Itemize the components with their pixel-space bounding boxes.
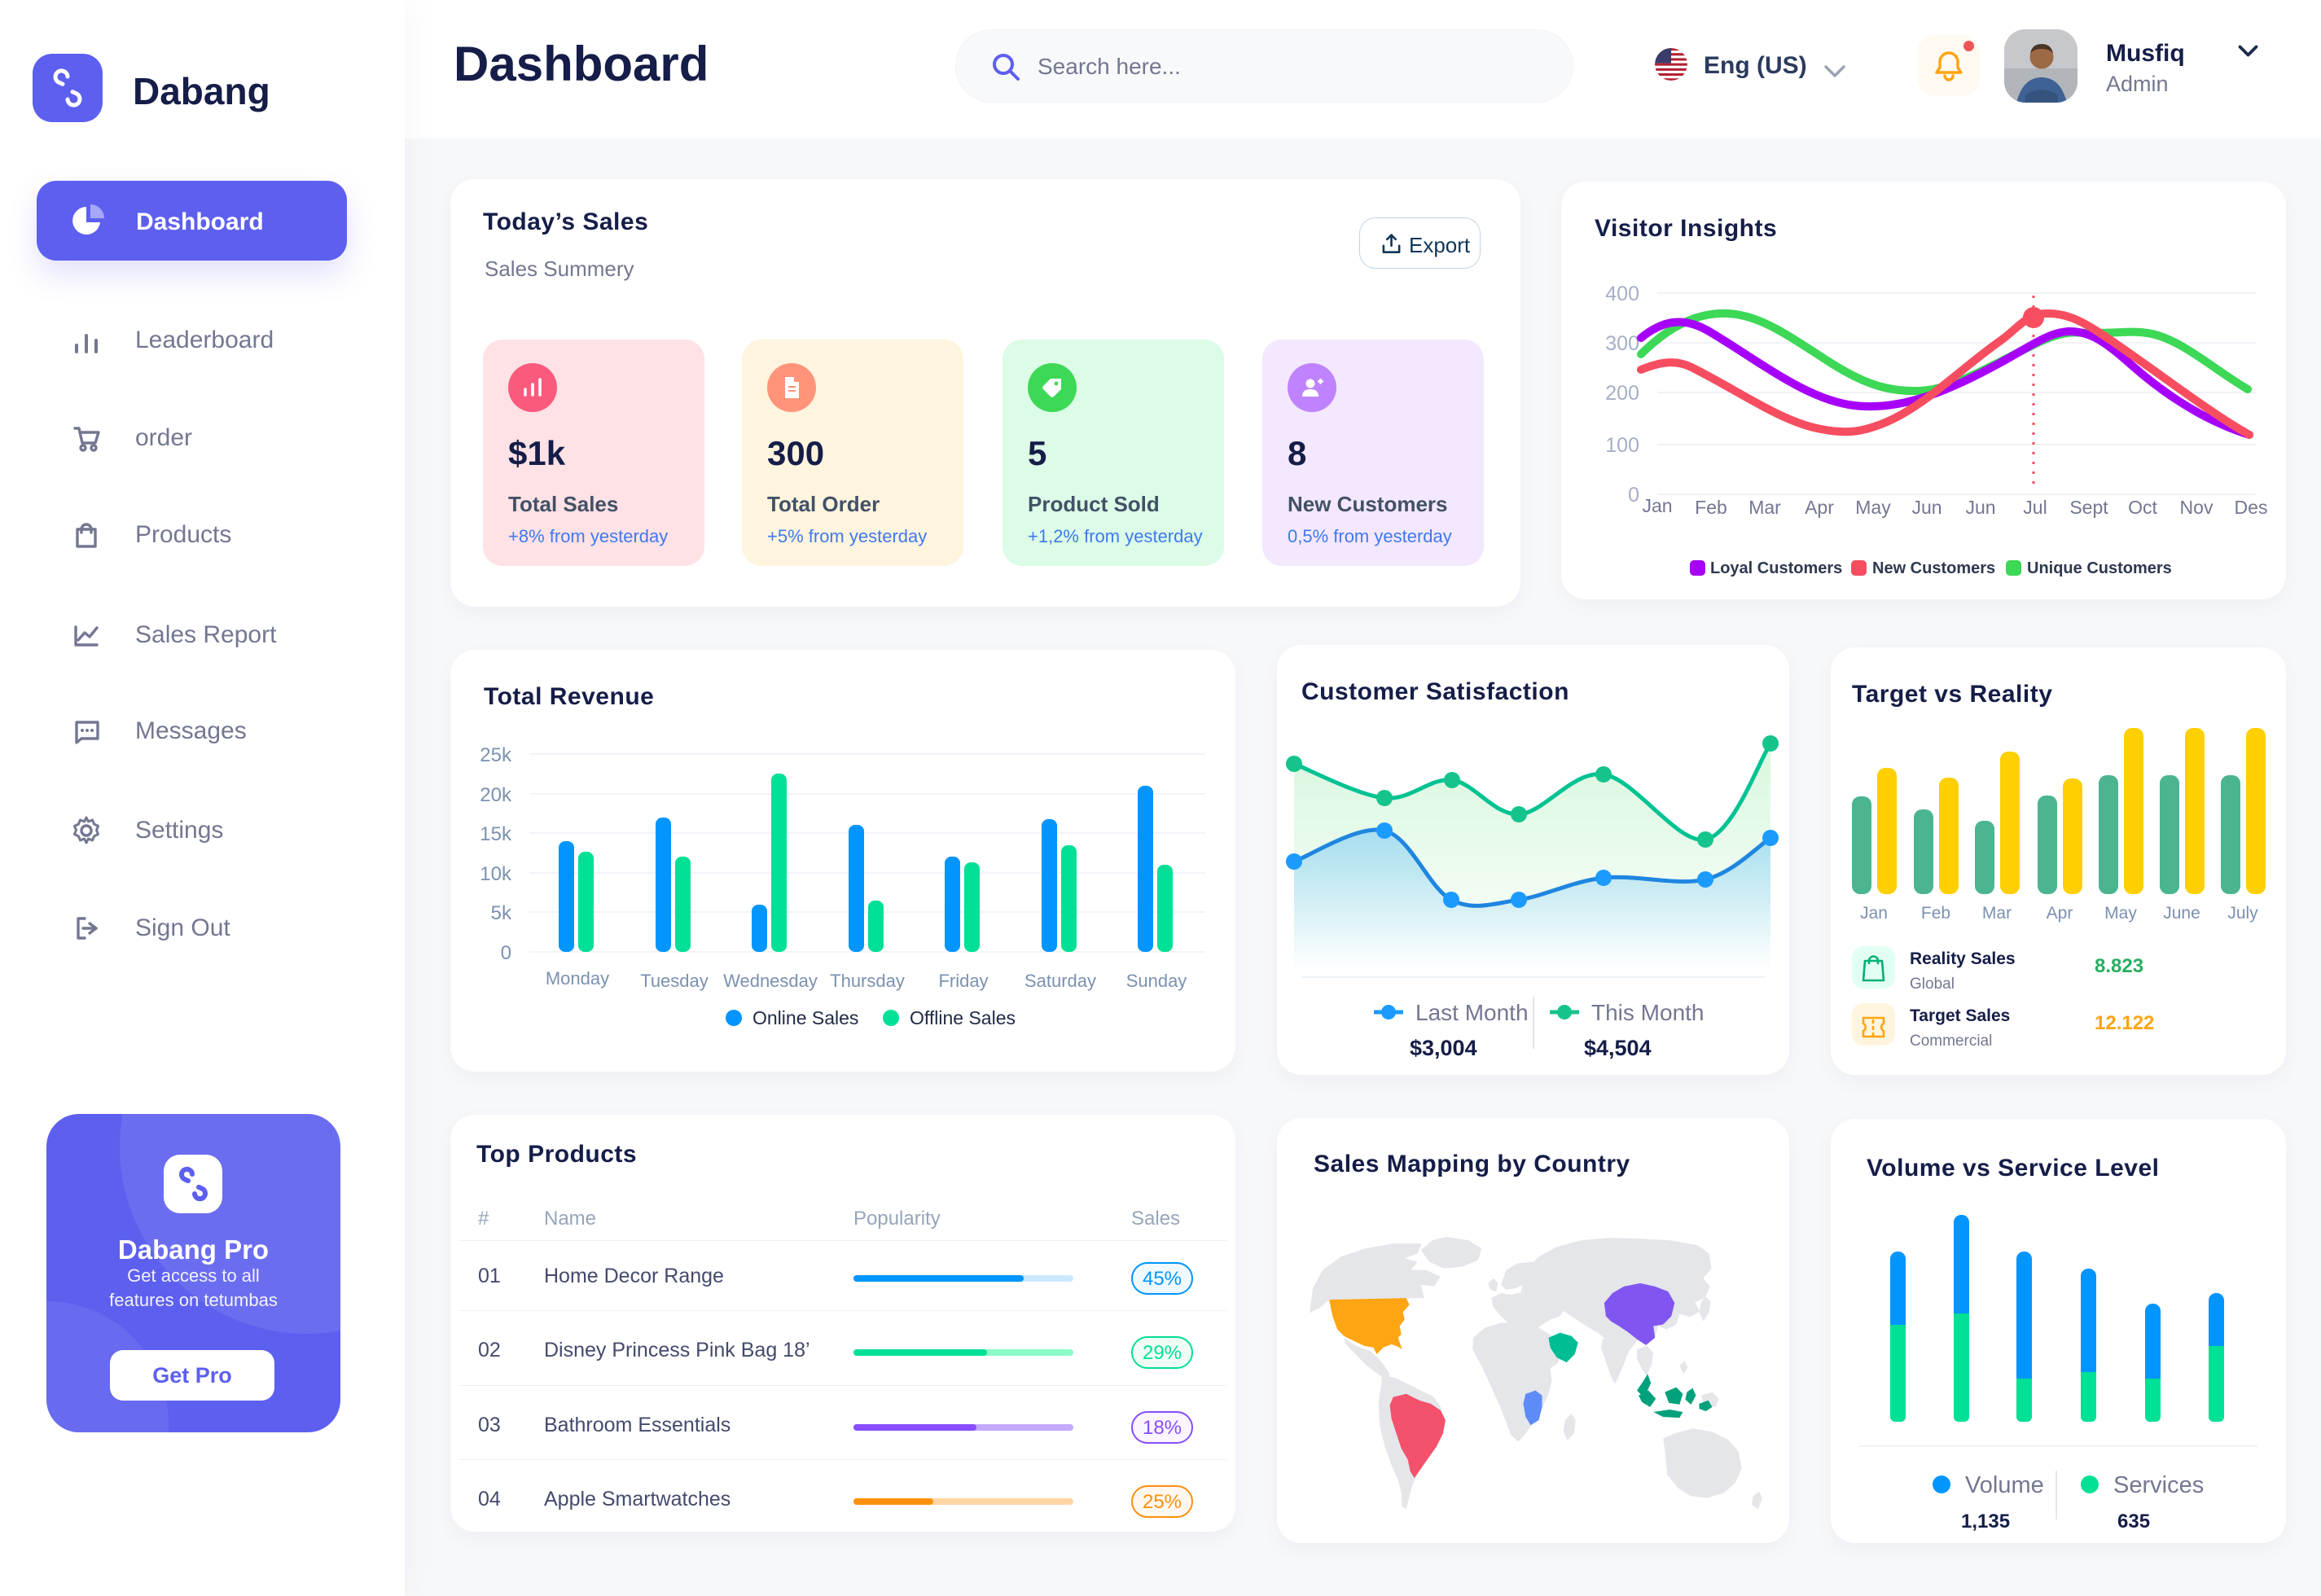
- svg-text:Sunday: Sunday: [1126, 971, 1187, 991]
- svg-text:100: 100: [1605, 434, 1639, 457]
- svg-text:Jan: Jan: [1642, 495, 1672, 516]
- svg-text:Mar: Mar: [1748, 497, 1781, 518]
- svg-text:Friday: Friday: [938, 971, 988, 991]
- svg-text:20k: 20k: [480, 784, 512, 806]
- svg-text:Tuesday: Tuesday: [640, 971, 709, 991]
- svg-text:Mar: Mar: [1982, 904, 2012, 923]
- svg-text:12.122: 12.122: [2095, 1012, 2154, 1034]
- svg-text:Feb: Feb: [1921, 904, 1950, 923]
- svg-text:Des: Des: [2235, 497, 2268, 518]
- svg-text:300: 300: [1605, 332, 1639, 355]
- svg-text:Oct: Oct: [2128, 497, 2157, 518]
- svg-text:$4,504: $4,504: [1584, 1036, 1652, 1060]
- svg-text:200: 200: [1605, 382, 1639, 405]
- svg-text:Commercial: Commercial: [1910, 1033, 1992, 1050]
- svg-text:June: June: [2163, 904, 2200, 923]
- svg-text:Monday: Monday: [546, 968, 609, 989]
- svg-text:Jun: Jun: [1911, 497, 1941, 518]
- svg-text:0: 0: [501, 942, 511, 964]
- svg-text:Nov: Nov: [2180, 497, 2214, 518]
- svg-text:Global: Global: [1910, 976, 1955, 993]
- svg-text:New Customers: New Customers: [1872, 559, 1995, 577]
- svg-text:Jan: Jan: [1860, 904, 1888, 923]
- svg-text:15k: 15k: [480, 823, 512, 845]
- svg-text:Apr: Apr: [2047, 904, 2073, 923]
- svg-text:Offline Sales: Offline Sales: [910, 1007, 1016, 1028]
- svg-text:Volume: Volume: [1965, 1472, 2044, 1498]
- svg-text:Last Month: Last Month: [1415, 1000, 1529, 1025]
- svg-text:Sept: Sept: [2069, 497, 2108, 518]
- svg-text:8.823: 8.823: [2095, 955, 2143, 977]
- svg-text:Reality Sales: Reality Sales: [1910, 949, 2016, 968]
- svg-text:May: May: [2104, 904, 2137, 923]
- svg-text:Jul: Jul: [2023, 497, 2047, 518]
- svg-text:Thursday: Thursday: [830, 971, 905, 991]
- svg-text:0: 0: [1628, 484, 1639, 506]
- svg-text:635: 635: [2117, 1510, 2150, 1532]
- svg-text:May: May: [1855, 497, 1891, 518]
- svg-text:400: 400: [1605, 283, 1639, 305]
- svg-text:25k: 25k: [480, 744, 512, 766]
- svg-text:10k: 10k: [480, 863, 512, 885]
- svg-text:Loyal Customers: Loyal Customers: [1710, 559, 1842, 577]
- svg-text:Wednesday: Wednesday: [723, 971, 818, 991]
- svg-text:Saturday: Saturday: [1024, 971, 1096, 991]
- svg-text:Online Sales: Online Sales: [752, 1007, 858, 1028]
- svg-text:Apr: Apr: [1805, 497, 1834, 518]
- svg-text:Unique Customers: Unique Customers: [2027, 559, 2172, 577]
- svg-text:July: July: [2227, 904, 2258, 923]
- svg-text:This Month: This Month: [1591, 1000, 1705, 1025]
- svg-text:1,135: 1,135: [1961, 1510, 2010, 1532]
- svg-text:Jun: Jun: [1965, 497, 1995, 518]
- svg-text:Feb: Feb: [1695, 497, 1727, 518]
- svg-text:Services: Services: [2113, 1472, 2204, 1498]
- svg-text:5k: 5k: [491, 902, 512, 924]
- svg-text:$3,004: $3,004: [1410, 1036, 1477, 1060]
- svg-text:Target Sales: Target Sales: [1910, 1006, 2010, 1025]
